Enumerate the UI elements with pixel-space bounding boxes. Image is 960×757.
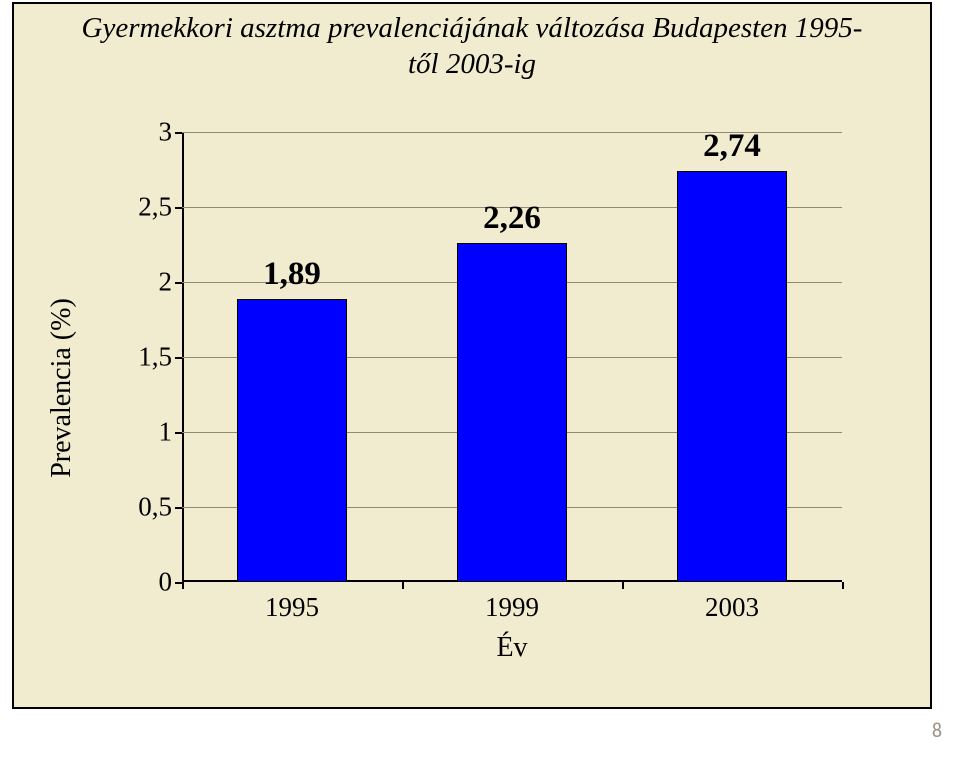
y-tick-mark <box>175 432 182 434</box>
y-tick-label: 1 <box>159 417 173 448</box>
x-tick-mark <box>622 582 624 589</box>
page-number: 8 <box>932 719 942 743</box>
y-tick-label: 3 <box>159 117 173 148</box>
x-tick-mark <box>402 582 404 589</box>
bar-value-label: 1,89 <box>263 256 321 293</box>
bar <box>237 299 347 583</box>
y-tick-mark <box>175 582 182 584</box>
y-tick-mark <box>175 207 182 209</box>
bar <box>457 243 567 582</box>
chart-panel: Gyermekkori asztma prevalenciájának vált… <box>12 2 932 709</box>
slide: Gyermekkori asztma prevalenciájának vált… <box>0 0 960 757</box>
y-tick-label: 0,5 <box>138 492 172 523</box>
y-tick-label: 2,5 <box>138 192 172 223</box>
y-tick-mark <box>175 282 182 284</box>
x-axis-label: Év <box>496 632 527 664</box>
y-tick-mark <box>175 507 182 509</box>
bar-value-label: 2,26 <box>483 200 541 237</box>
y-tick-label: 1,5 <box>138 342 172 373</box>
x-tick-label: 1999 <box>485 592 539 623</box>
y-tick-label: 0 <box>159 567 173 598</box>
x-tick-label: 1995 <box>265 592 319 623</box>
chart-title: Gyermekkori asztma prevalenciájának vált… <box>14 10 930 83</box>
y-axis-label: Prevalencia (%) <box>46 298 78 478</box>
bar <box>677 171 787 582</box>
y-tick-mark <box>175 132 182 134</box>
x-tick-mark <box>182 582 184 589</box>
x-tick-label: 2003 <box>705 592 759 623</box>
y-tick-label: 2 <box>159 267 173 298</box>
plot-area: Év 00,511,522,531,8919952,2619992,742003 <box>182 132 842 582</box>
bar-value-label: 2,74 <box>703 128 761 165</box>
y-tick-mark <box>175 357 182 359</box>
x-tick-mark <box>842 582 844 589</box>
chart-area: Prevalencia (%) Év 00,511,522,531,891995… <box>74 112 874 664</box>
